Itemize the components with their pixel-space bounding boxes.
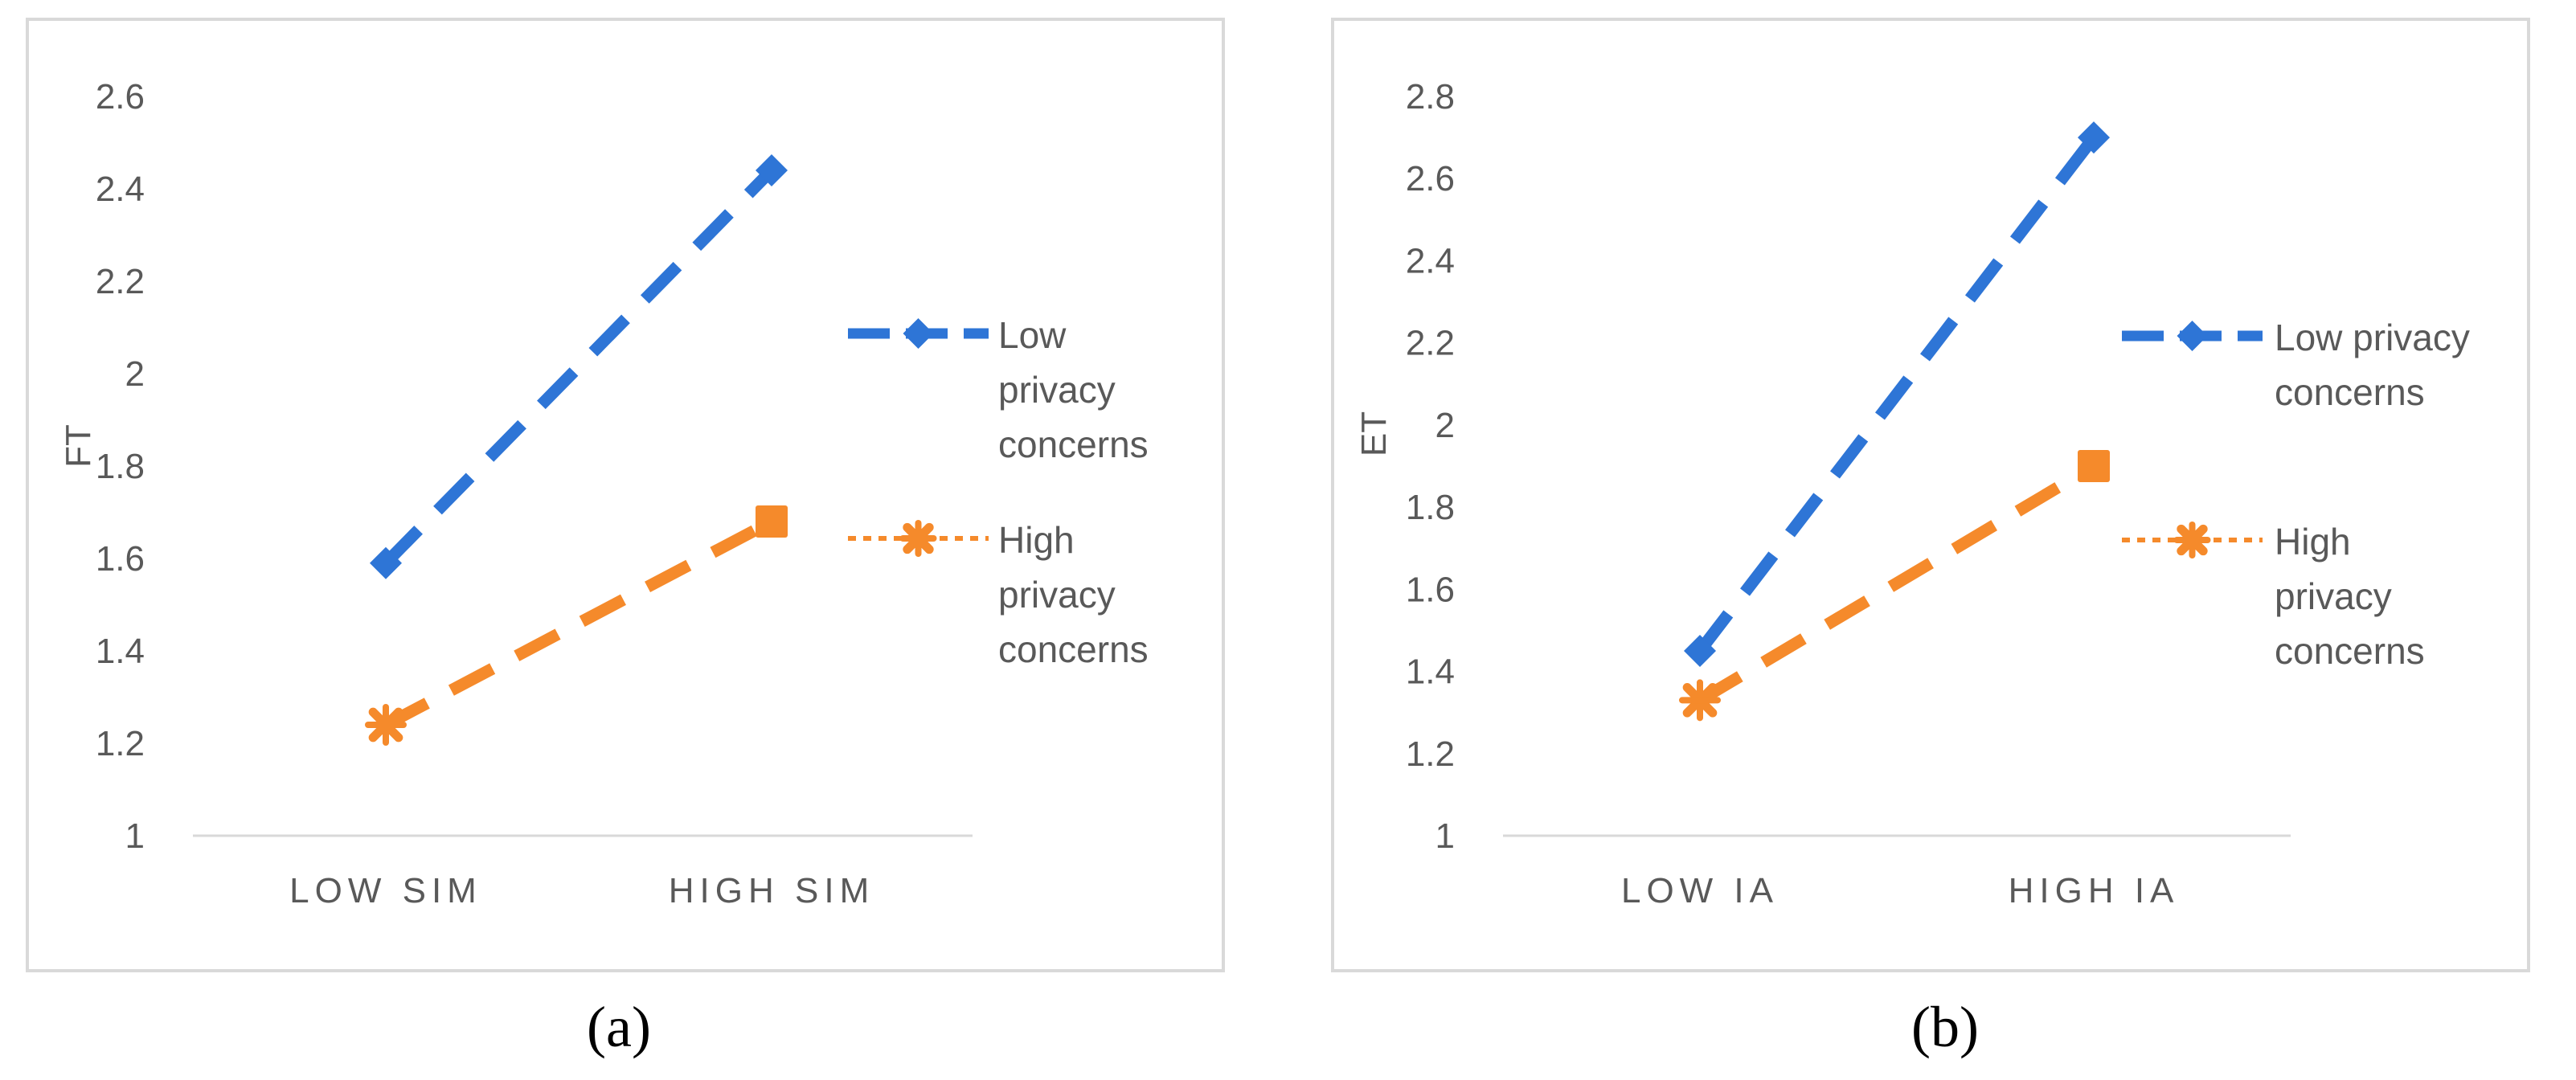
series-low-marker	[756, 154, 788, 186]
y-tick-label: 1	[1435, 816, 1455, 856]
y-tick-label: 2.2	[96, 262, 145, 301]
y-tick-label: 2.8	[1406, 77, 1455, 117]
series-high-marker	[1679, 679, 1721, 722]
y-tick-label: 2.4	[96, 170, 145, 209]
panel-a-plot: 1 1.2 1.4 1.6 1.8 2 2.2 2.4 2.6 LOW SIM HIGH SIM Lo…	[96, 77, 1149, 910]
series-high-line	[1697, 460, 2097, 706]
x-category-label: HIGH SIM	[669, 871, 874, 910]
x-category-label: HIGH IA	[2009, 871, 2180, 910]
y-tick-label: 1.8	[1406, 488, 1455, 527]
panel-a-ylabel: FT	[59, 424, 98, 468]
series-low-line	[1695, 133, 2099, 655]
panel-b-border	[1331, 18, 2530, 972]
y-tick-label: 1.8	[96, 447, 145, 486]
series-low-marker	[1684, 635, 1716, 667]
y-tick-label: 1.2	[1406, 734, 1455, 774]
legend-entry-low: Low privacy concerns	[848, 314, 1149, 465]
legend-marker-low	[903, 318, 934, 349]
y-tick-label: 2.6	[96, 77, 145, 117]
x-category-label: LOW SIM	[289, 871, 482, 910]
y-tick-label: 1.4	[1406, 652, 1455, 692]
series-low-line	[381, 166, 776, 568]
legend-label: High privacy concerns	[2275, 521, 2425, 672]
legend-entry-high: High privacy concerns	[2122, 521, 2425, 672]
y-tick-label: 2	[1435, 406, 1455, 445]
series-high-marker	[756, 505, 788, 538]
legend-marker-high	[2173, 522, 2211, 558]
series-low-marker	[370, 546, 402, 579]
y-tick-label: 2.4	[1406, 241, 1455, 280]
legend-entry-low: Low privacy concerns	[2122, 317, 2470, 413]
y-tick-label: 2.6	[1406, 159, 1455, 198]
legend-label: Low privacy concerns	[998, 314, 1149, 465]
legend-entry-high: High privacy concerns	[848, 519, 1149, 670]
panel-b-plot: 1 1.2 1.4 1.6 1.8 2 2.2 2.4 2.6 2.8 LOW IA HIGH IA L…	[1406, 77, 2470, 910]
series-high-marker	[2078, 450, 2110, 482]
panel-b-ylabel: ET	[1354, 411, 1394, 456]
y-tick-label: 1	[125, 816, 145, 856]
y-tick-label: 1.2	[96, 724, 145, 763]
legend-label: High privacy concerns	[998, 519, 1149, 670]
y-tick-label: 1.6	[96, 539, 145, 579]
series-low-marker	[2078, 121, 2110, 154]
y-tick-label: 1.6	[1406, 570, 1455, 609]
panel-a-caption: (a)	[587, 995, 651, 1059]
y-tick-label: 1.4	[96, 632, 145, 671]
panel-a-border	[26, 18, 1225, 972]
legend-label: Low privacy concerns	[2275, 317, 2470, 413]
chart-panel-b: 1 1.2 1.4 1.6 1.8 2 2.2 2.4 2.6 2.8 LOW IA HIGH IA L…	[1331, 18, 2530, 1059]
y-tick-label: 2.2	[1406, 324, 1455, 363]
y-tick-label: 2	[125, 354, 145, 394]
chart-panel-a: 1 1.2 1.4 1.6 1.8 2 2.2 2.4 2.6 LOW SIM HIGH SIM Lo…	[26, 18, 1225, 1059]
legend-marker-low	[2177, 321, 2208, 351]
panel-b-caption: (b)	[1911, 995, 1979, 1059]
legend-marker-high	[899, 520, 937, 557]
x-category-label: LOW IA	[1621, 871, 1779, 910]
series-high-marker	[365, 704, 407, 746]
